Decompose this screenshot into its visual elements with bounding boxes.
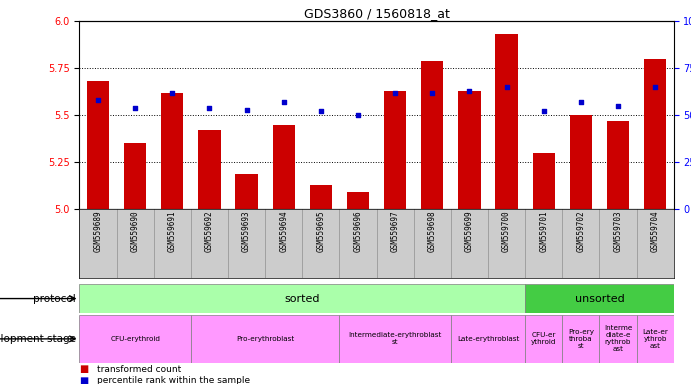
Bar [533, 153, 555, 209]
Point [464, 88, 475, 94]
Point [538, 108, 549, 114]
Text: Intermediate-erythroblast
st: Intermediate-erythroblast st [348, 333, 442, 345]
Text: CFU-er
ythroid: CFU-er ythroid [531, 333, 556, 345]
Text: GSM559700: GSM559700 [502, 211, 511, 252]
Bar [272, 124, 295, 209]
Bar [310, 185, 332, 209]
Text: GSM559702: GSM559702 [576, 211, 585, 252]
Text: GSM559704: GSM559704 [651, 211, 660, 252]
Bar [562, 315, 599, 363]
Text: development stage: development stage [0, 334, 76, 344]
Bar [161, 93, 183, 209]
Bar [451, 315, 525, 363]
Point [167, 89, 178, 96]
Point [576, 99, 587, 105]
Text: Pro-ery
throba
st: Pro-ery throba st [568, 329, 594, 349]
Text: sorted: sorted [285, 293, 320, 304]
Bar [636, 315, 674, 363]
Text: GSM559696: GSM559696 [354, 211, 363, 252]
Bar [79, 284, 525, 313]
Bar [607, 121, 629, 209]
Text: GSM559693: GSM559693 [242, 211, 251, 252]
Text: GSM559699: GSM559699 [465, 211, 474, 252]
Bar [644, 59, 666, 209]
Text: GSM559694: GSM559694 [279, 211, 288, 252]
Bar [124, 144, 146, 209]
Text: percentile rank within the sample: percentile rank within the sample [97, 376, 250, 384]
Point [130, 104, 141, 111]
Point [650, 84, 661, 90]
Bar [347, 192, 369, 209]
Point [315, 108, 326, 114]
Bar [525, 284, 674, 313]
Bar [79, 315, 191, 363]
Bar [236, 174, 258, 209]
Text: GSM559695: GSM559695 [316, 211, 325, 252]
Text: GSM559690: GSM559690 [131, 211, 140, 252]
Text: Late-erythroblast: Late-erythroblast [457, 336, 519, 342]
Text: GSM559691: GSM559691 [168, 211, 177, 252]
Text: GSM559692: GSM559692 [205, 211, 214, 252]
Point [204, 104, 215, 111]
Text: GSM559703: GSM559703 [614, 211, 623, 252]
Text: GSM559698: GSM559698 [428, 211, 437, 252]
Text: Interme
diate-e
rythrob
ast: Interme diate-e rythrob ast [604, 325, 632, 353]
Point [427, 89, 438, 96]
Point [352, 112, 363, 118]
Point [390, 89, 401, 96]
Bar [458, 91, 480, 209]
Bar [384, 91, 406, 209]
Text: transformed count: transformed count [97, 365, 181, 374]
Point [241, 106, 252, 113]
Text: CFU-erythroid: CFU-erythroid [110, 336, 160, 342]
Bar [569, 115, 592, 209]
Bar [421, 61, 444, 209]
Text: unsorted: unsorted [575, 293, 624, 304]
Text: ■: ■ [79, 376, 88, 384]
Bar [198, 130, 220, 209]
Bar [191, 315, 339, 363]
Bar [339, 315, 451, 363]
Text: Pro-erythroblast: Pro-erythroblast [236, 336, 294, 342]
Bar [495, 34, 518, 209]
Title: GDS3860 / 1560818_at: GDS3860 / 1560818_at [303, 7, 450, 20]
Text: GSM559697: GSM559697 [390, 211, 399, 252]
Point [612, 103, 623, 109]
Bar [87, 81, 109, 209]
Text: protocol: protocol [33, 293, 76, 304]
Point [93, 97, 104, 103]
Text: GSM559701: GSM559701 [539, 211, 548, 252]
Text: ■: ■ [79, 364, 88, 374]
Point [501, 84, 512, 90]
Bar [599, 315, 636, 363]
Text: GSM559689: GSM559689 [93, 211, 102, 252]
Bar [525, 315, 562, 363]
Point [278, 99, 290, 105]
Text: Late-er
ythrob
ast: Late-er ythrob ast [642, 329, 668, 349]
